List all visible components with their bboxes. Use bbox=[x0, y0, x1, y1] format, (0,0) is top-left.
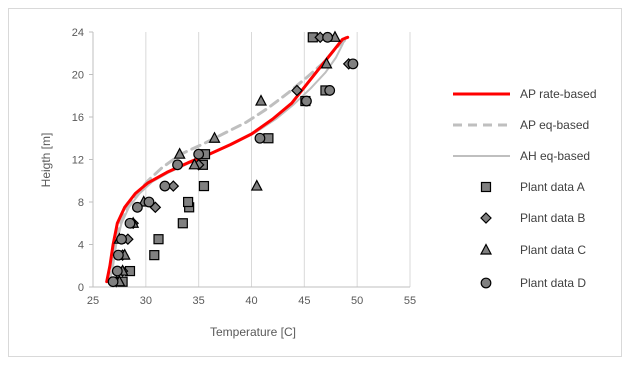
gridlines bbox=[93, 32, 410, 287]
data-point-plant-data-d bbox=[114, 250, 124, 260]
data-point-plant-data-d bbox=[302, 96, 312, 106]
data-point-plant-data-d bbox=[173, 160, 183, 170]
data-point-plant-data-a bbox=[154, 235, 163, 244]
legend-marker-plant-data-a bbox=[482, 183, 491, 192]
x-tick-label: 45 bbox=[298, 295, 310, 307]
series-line-ap-eq-based bbox=[109, 41, 345, 282]
data-point-plant-data-c bbox=[256, 96, 266, 106]
axes: 25 30 35 40 45 50 55 0 4 8 12 16 20 24 bbox=[72, 27, 416, 307]
legend-label-plant-data-d: Plant data D bbox=[520, 276, 586, 290]
data-point-plant-data-c bbox=[252, 181, 262, 191]
y-tick-label: 20 bbox=[72, 70, 84, 82]
x-tick-label: 40 bbox=[245, 295, 257, 307]
legend-label-plant-data-b: Plant data B bbox=[520, 211, 585, 225]
data-point-plant-data-d bbox=[133, 203, 143, 213]
data-point-plant-data-d bbox=[325, 86, 335, 96]
x-tick-label: 25 bbox=[87, 295, 99, 307]
legend-label-plant-data-a: Plant data A bbox=[520, 180, 585, 194]
data-point-plant-data-c bbox=[210, 133, 220, 143]
legend-marker-plant-data-b bbox=[481, 213, 491, 223]
data-point-plant-data-d bbox=[117, 234, 127, 244]
y-tick-label: 24 bbox=[72, 27, 84, 39]
y-tick-label: 8 bbox=[78, 197, 84, 209]
y-tick-label: 4 bbox=[78, 240, 84, 252]
x-tick-label: 50 bbox=[351, 295, 363, 307]
legend-marker-plant-data-d bbox=[481, 278, 491, 288]
x-axis-title: Temperature [C] bbox=[210, 325, 296, 339]
data-point-plant-data-d bbox=[255, 133, 265, 143]
data-point-plant-data-d bbox=[113, 266, 123, 276]
data-point-plant-data-d bbox=[144, 197, 154, 207]
legend-label-ah-eq-based: AH eq-based bbox=[520, 149, 590, 163]
y-axis-title: Heigth [m] bbox=[39, 133, 53, 188]
legend-label-ap-rate-based: AP rate-based bbox=[520, 87, 597, 101]
data-point-plant-data-d bbox=[194, 149, 204, 159]
legend-marker-plant-data-c bbox=[481, 245, 491, 255]
x-tick-label: 35 bbox=[193, 295, 205, 307]
x-tick-label: 30 bbox=[140, 295, 152, 307]
y-tick-label: 12 bbox=[72, 155, 84, 167]
data-point-plant-data-a bbox=[199, 182, 208, 191]
y-tick-label: 0 bbox=[78, 282, 84, 294]
data-point-plant-data-a bbox=[178, 219, 187, 228]
data-point-plant-data-d bbox=[125, 218, 135, 228]
data-point-plant-data-a bbox=[150, 251, 159, 260]
data-point-plant-data-d bbox=[160, 181, 170, 191]
data-point-plant-data-d bbox=[323, 33, 333, 43]
legend-label-plant-data-c: Plant data C bbox=[520, 243, 586, 257]
y-tick-label: 16 bbox=[72, 112, 84, 124]
x-tick-label: 55 bbox=[404, 295, 416, 307]
legend: AP rate-based AP eq-based AH eq-based Plant… bbox=[453, 87, 597, 290]
legend-label-ap-eq-based: AP eq-based bbox=[520, 118, 589, 132]
plot-area bbox=[107, 32, 358, 287]
data-point-plant-data-a bbox=[184, 198, 193, 207]
data-point-plant-data-d bbox=[348, 59, 358, 69]
data-point-plant-data-d bbox=[108, 277, 118, 287]
